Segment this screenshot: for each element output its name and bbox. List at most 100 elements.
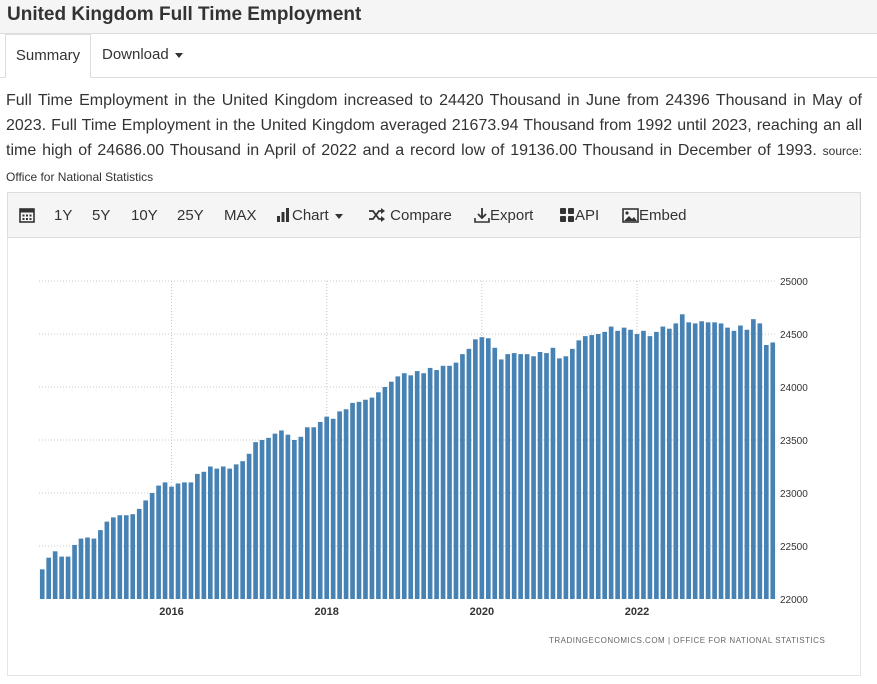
chart-bar[interactable]	[718, 323, 724, 599]
chart-bar[interactable]	[763, 345, 769, 599]
chart-bar[interactable]	[324, 416, 330, 599]
chart-bar[interactable]	[298, 436, 304, 599]
chart-bar[interactable]	[544, 353, 549, 599]
chart-bar[interactable]	[570, 348, 575, 599]
calendar-icon[interactable]	[19, 205, 35, 227]
chart-bar[interactable]	[311, 427, 317, 599]
chart-bar[interactable]	[169, 486, 174, 599]
chart-bar[interactable]	[757, 323, 763, 599]
chart-bar[interactable]	[751, 319, 756, 599]
chart-bar[interactable]	[460, 354, 465, 599]
chart-bar[interactable]	[725, 327, 730, 599]
chart-bar[interactable]	[272, 433, 278, 599]
chart-bar[interactable]	[699, 321, 704, 599]
chart-bar[interactable]	[369, 397, 375, 599]
chart-bar[interactable]	[285, 434, 291, 599]
chart-bar[interactable]	[654, 331, 659, 599]
chart-bar[interactable]	[233, 464, 239, 599]
chart-bar[interactable]	[434, 370, 439, 599]
chart-bar[interactable]	[492, 347, 498, 599]
chart-bar[interactable]	[292, 440, 297, 599]
range-5y-button[interactable]: 5Y	[92, 207, 111, 224]
range-max-button[interactable]: MAX	[224, 207, 257, 224]
chart-bar[interactable]	[679, 314, 685, 599]
chart-bar[interactable]	[317, 421, 323, 599]
chart-bar[interactable]	[770, 342, 776, 599]
chart-bar[interactable]	[136, 508, 142, 599]
chart-bar[interactable]	[111, 517, 116, 599]
chart-bar[interactable]	[259, 440, 265, 599]
chart-bar[interactable]	[731, 330, 737, 599]
embed-button[interactable]: Embed	[622, 205, 687, 227]
chart-bar[interactable]	[485, 338, 491, 599]
chart-bar[interactable]	[744, 329, 750, 599]
chart-bar[interactable]	[705, 322, 711, 599]
chart-bar[interactable]	[91, 538, 97, 599]
chart-bar[interactable]	[563, 356, 569, 599]
chart-bar[interactable]	[602, 331, 607, 599]
chart-bar[interactable]	[686, 322, 692, 599]
chart-bar[interactable]	[78, 538, 84, 599]
chart-bar[interactable]	[182, 482, 187, 599]
tab-download[interactable]: Download	[92, 34, 193, 78]
chart-bar[interactable]	[337, 411, 342, 599]
chart-bar[interactable]	[647, 336, 653, 599]
api-button[interactable]: API	[559, 205, 599, 227]
chart-bar[interactable]	[557, 358, 562, 599]
chart-bar[interactable]	[363, 399, 368, 599]
chart-bar[interactable]	[65, 556, 71, 599]
chart-bar[interactable]	[376, 392, 381, 599]
chart-bar[interactable]	[608, 326, 614, 599]
chart-bar[interactable]	[162, 482, 168, 599]
chart-bar[interactable]	[667, 328, 672, 599]
chart-bar[interactable]	[143, 500, 148, 599]
source-link[interactable]: Office for National Statistics	[6, 170, 154, 184]
chart-bar[interactable]	[524, 354, 530, 599]
chart-bar[interactable]	[673, 323, 679, 599]
chart-bar[interactable]	[350, 402, 355, 599]
chart-bar[interactable]	[518, 354, 523, 599]
chart-bar[interactable]	[389, 381, 394, 599]
chart-bar[interactable]	[453, 362, 459, 599]
chart-bar[interactable]	[473, 339, 478, 599]
chart-bar[interactable]	[130, 514, 136, 599]
chart-bar[interactable]	[447, 365, 452, 599]
chart-bar[interactable]	[550, 347, 556, 599]
chart-bar[interactable]	[201, 471, 207, 599]
chart-bar[interactable]	[738, 325, 743, 599]
chart-bar[interactable]	[72, 544, 77, 599]
chart-bar[interactable]	[220, 466, 226, 600]
chart-bar[interactable]	[582, 336, 588, 599]
chart-bar[interactable]	[117, 515, 123, 599]
chart-bar[interactable]	[279, 430, 284, 599]
chart-bar[interactable]	[123, 515, 129, 599]
chart-bar[interactable]	[39, 569, 45, 599]
chart-bar[interactable]	[246, 453, 252, 599]
chart-bar[interactable]	[175, 483, 181, 599]
chart-bar[interactable]	[634, 334, 640, 599]
chart-bar[interactable]	[104, 521, 110, 599]
chart-bar[interactable]	[266, 437, 271, 599]
chart-bar[interactable]	[692, 323, 698, 599]
chart-bar[interactable]	[401, 373, 407, 599]
chart-bar[interactable]	[641, 330, 646, 599]
chart-bar[interactable]	[576, 340, 582, 599]
chart-bar[interactable]	[227, 468, 233, 599]
chart-bar[interactable]	[589, 335, 595, 599]
chart-bar[interactable]	[621, 327, 627, 599]
chart-bar[interactable]	[440, 365, 446, 599]
chart-bar[interactable]	[531, 356, 536, 599]
chart-bar[interactable]	[628, 329, 633, 599]
chart-bar[interactable]	[382, 387, 388, 599]
range-1y-button[interactable]: 1Y	[54, 207, 73, 224]
chart-bar[interactable]	[46, 557, 52, 599]
chart-bar[interactable]	[195, 473, 200, 599]
range-10y-button[interactable]: 10Y	[131, 207, 158, 224]
chart-bar[interactable]	[156, 485, 161, 599]
chart-bar[interactable]	[421, 373, 426, 599]
chart-bar[interactable]	[188, 482, 194, 599]
chart-bar[interactable]	[511, 353, 517, 599]
export-button[interactable]: Export	[474, 205, 533, 227]
chart-type-dropdown[interactable]: Chart	[276, 205, 343, 227]
chart-bar[interactable]	[98, 530, 103, 599]
